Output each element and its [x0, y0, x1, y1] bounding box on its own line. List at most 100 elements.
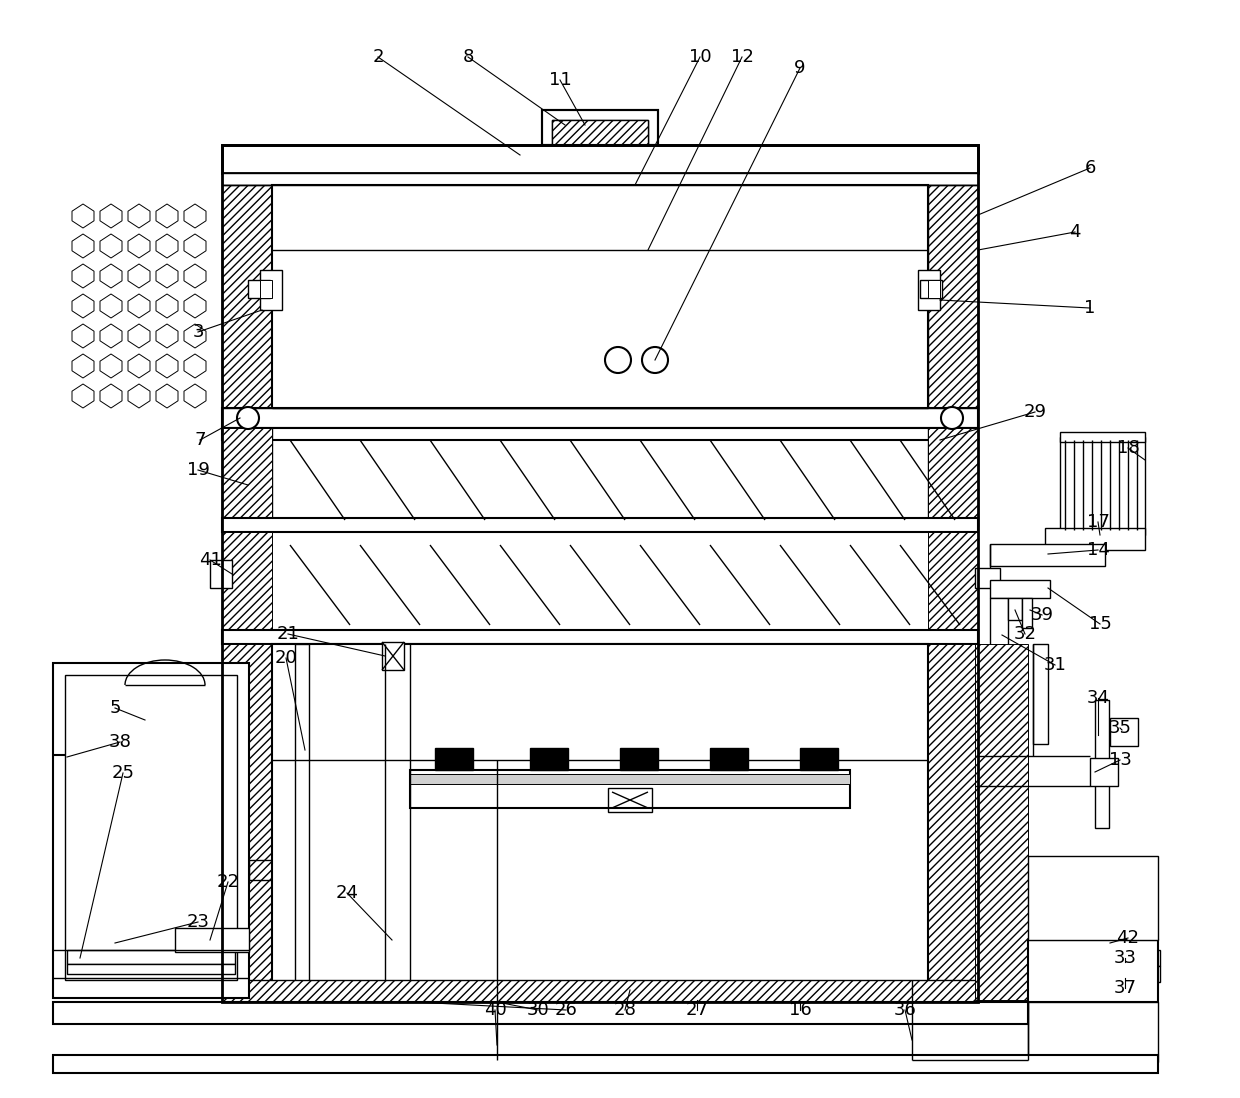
Bar: [382, 642, 404, 670]
Bar: [435, 748, 472, 770]
Bar: [608, 788, 652, 813]
Bar: [222, 533, 272, 630]
Text: 32: 32: [1013, 625, 1037, 643]
Text: 41: 41: [198, 551, 222, 569]
Text: 15: 15: [1089, 615, 1111, 634]
Bar: [542, 110, 658, 145]
Text: 42: 42: [1116, 929, 1140, 946]
Bar: [1090, 934, 1112, 956]
Bar: [64, 675, 237, 981]
Bar: [1090, 758, 1118, 786]
Bar: [53, 1055, 1158, 1073]
Text: 28: 28: [614, 1001, 636, 1019]
Circle shape: [941, 407, 963, 429]
Text: 34: 34: [1086, 690, 1110, 707]
Bar: [295, 645, 309, 1000]
Text: 38: 38: [109, 733, 131, 751]
Text: 35: 35: [1109, 719, 1131, 737]
Text: 20: 20: [274, 649, 298, 666]
Bar: [260, 280, 272, 298]
Bar: [990, 544, 1105, 565]
Bar: [222, 428, 978, 440]
Bar: [222, 645, 272, 1000]
Bar: [272, 184, 928, 410]
Bar: [260, 270, 281, 310]
Bar: [1060, 966, 1159, 982]
Bar: [800, 748, 838, 770]
Text: 21: 21: [277, 625, 299, 643]
Bar: [1060, 437, 1145, 535]
Bar: [410, 774, 849, 784]
Bar: [620, 748, 658, 770]
Bar: [272, 645, 928, 1000]
Text: 26: 26: [554, 1001, 578, 1019]
Bar: [552, 120, 649, 145]
Bar: [1028, 856, 1158, 940]
Bar: [920, 280, 942, 298]
Text: 11: 11: [548, 71, 572, 89]
Bar: [552, 120, 649, 145]
Bar: [990, 580, 1050, 598]
Bar: [928, 184, 978, 410]
Bar: [222, 145, 978, 1002]
Bar: [222, 981, 978, 1002]
Bar: [222, 630, 978, 645]
Text: 29: 29: [1023, 403, 1047, 421]
Bar: [928, 428, 978, 526]
Bar: [928, 533, 978, 630]
Text: 37: 37: [1114, 979, 1137, 997]
Text: 30: 30: [527, 1001, 549, 1019]
Text: 13: 13: [1109, 751, 1131, 769]
Text: 7: 7: [195, 432, 206, 449]
Text: 33: 33: [1114, 949, 1137, 967]
Text: 1: 1: [1084, 299, 1096, 317]
Bar: [1008, 598, 1022, 620]
Text: 22: 22: [217, 873, 239, 890]
Bar: [928, 645, 978, 1000]
Text: 24: 24: [336, 884, 358, 901]
Text: 14: 14: [1086, 541, 1110, 559]
Bar: [1028, 1002, 1158, 1062]
Text: 27: 27: [686, 1001, 708, 1019]
Text: 25: 25: [112, 764, 134, 782]
Bar: [222, 428, 272, 526]
Bar: [210, 560, 232, 589]
Bar: [928, 428, 978, 526]
Text: 10: 10: [688, 48, 712, 66]
Bar: [67, 964, 236, 974]
Bar: [222, 518, 978, 533]
Bar: [529, 748, 568, 770]
Bar: [1022, 598, 1032, 628]
Bar: [410, 770, 849, 808]
Bar: [542, 110, 658, 145]
Circle shape: [642, 347, 668, 373]
Bar: [1045, 528, 1145, 550]
Text: 19: 19: [186, 461, 210, 479]
Text: 9: 9: [795, 59, 806, 77]
Bar: [248, 280, 270, 298]
Text: 6: 6: [1084, 159, 1096, 177]
Bar: [1033, 645, 1048, 744]
Bar: [222, 184, 272, 410]
Text: 36: 36: [894, 1001, 916, 1019]
Text: 31: 31: [1044, 656, 1066, 674]
Bar: [1060, 950, 1159, 966]
Text: 8: 8: [463, 48, 474, 66]
Bar: [222, 173, 978, 184]
Bar: [67, 950, 236, 964]
Bar: [918, 270, 940, 310]
Circle shape: [605, 347, 631, 373]
Bar: [53, 663, 249, 998]
Bar: [1095, 701, 1109, 828]
Text: 12: 12: [730, 48, 754, 66]
Text: 4: 4: [1069, 223, 1081, 240]
Text: 5: 5: [109, 699, 120, 717]
Bar: [1060, 432, 1145, 442]
Text: 16: 16: [789, 1001, 811, 1019]
Bar: [175, 928, 249, 952]
Bar: [975, 645, 1028, 1000]
Bar: [53, 1002, 1028, 1024]
Bar: [222, 408, 978, 428]
Bar: [1028, 940, 1158, 1002]
Text: 2: 2: [372, 48, 383, 66]
